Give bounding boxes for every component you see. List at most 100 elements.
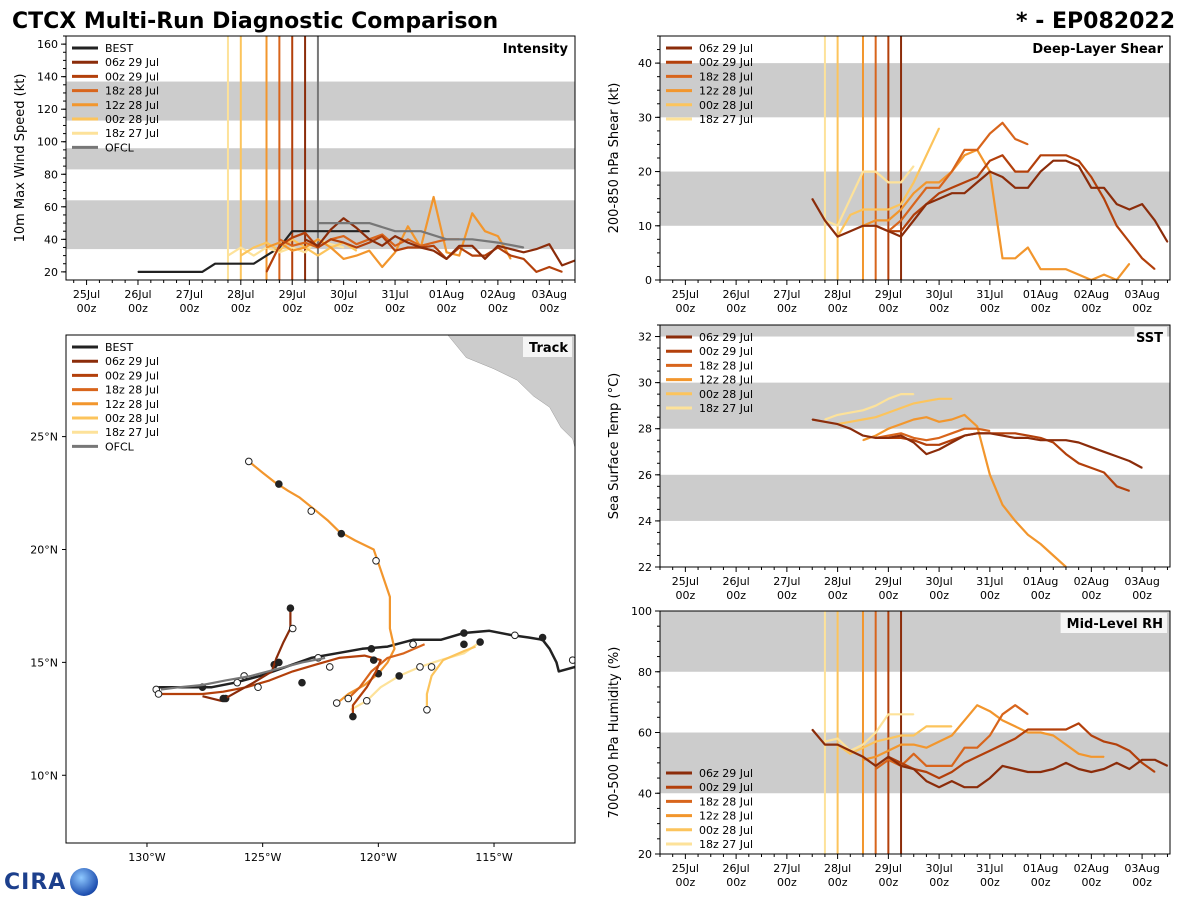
track-legend-label-06z-29-jul: 06z 29 Jul (105, 355, 159, 368)
rh-point-06z-29-jul-25 (1128, 768, 1131, 770)
shear-point-06z-29-jul-24 (1116, 203, 1118, 205)
track-frame (65, 334, 576, 844)
rh-point-12z-28-jul-3 (900, 744, 902, 746)
sst-point-06z-29-jul-1 (824, 421, 826, 423)
rh-point-12z-28-jul-8 (963, 719, 966, 721)
intensity-point-best-15 (355, 230, 358, 232)
rh-point-18z-28-jul-7 (963, 747, 966, 749)
shear-point-00z-29-jul-14 (1065, 154, 1067, 156)
intensity-point-00z-29-jul-22 (548, 266, 550, 268)
shear-point-18z-28-jul-2 (900, 219, 902, 221)
map-xtick-label: 115°W (475, 851, 512, 864)
intensity-legend-label-18z-27-jul: 18z 27 Jul (105, 127, 159, 140)
rh-point-06z-29-jul-20 (1065, 762, 1067, 764)
intensity-point-12z-28-jul-4 (317, 238, 319, 240)
shear-point-18z-27-jul-5 (887, 181, 889, 183)
sst-point-18z-27-jul-2 (849, 411, 851, 414)
shear-point-12z-28-jul-14 (1039, 268, 1042, 270)
intensity-point-best-1 (163, 271, 165, 273)
track-marker-06z-29-jul-4 (219, 694, 228, 703)
rh-point-12z-28-jul-12 (1014, 725, 1016, 728)
intensity-point-18z-28-jul-2 (304, 241, 306, 244)
sst-point-18z-28-jul-9 (989, 430, 991, 432)
rh-point-18z-28-jul-4 (925, 765, 928, 767)
shear-legend-label-18z-27-jul: 18z 27 Jul (699, 113, 753, 126)
sst-legend-label-12z-28-jul: 12z 28 Jul (699, 374, 753, 387)
rh-point-00z-29-jul-6 (963, 762, 966, 764)
intensity-point-12z-28-jul-17 (484, 230, 486, 232)
rh-point-06z-29-jul-19 (1052, 768, 1054, 770)
intensity-point-00z-28-jul-3 (278, 250, 280, 252)
track-title-bg (523, 337, 572, 357)
intensity-point-00z-28-jul-0 (240, 255, 242, 257)
shear-point-00z-28-jul-2 (862, 208, 864, 211)
intensity-point-06z-29-jul-19 (548, 243, 550, 245)
intensity-point-06z-29-jul-18 (535, 248, 538, 250)
intensity-point-00z-28-jul-9 (355, 250, 358, 252)
sst-point-18z-28-jul-7 (963, 428, 966, 430)
sst-legend-label-00z-29-jul: 00z 29 Jul (699, 345, 753, 358)
shear-point-12z-28-jul-17 (1078, 273, 1080, 276)
shear-xtick-label-hour: 00z (878, 302, 898, 315)
sst-point-06z-29-jul-15 (1001, 435, 1004, 437)
shear-xtick-label-hour: 00z (929, 302, 949, 315)
rh-ylabel: 700-500 hPa Humidity (%) (607, 647, 622, 819)
rh-xtick-label: 01Aug (1023, 862, 1058, 875)
shear-ytick-label: 20 (638, 166, 652, 179)
shear-point-18z-28-jul-3 (913, 203, 915, 205)
shear-xtick-label: 02Aug (1074, 288, 1109, 301)
intensity-xtick-label-hour: 00z (128, 302, 148, 315)
sst-point-00z-28-jul-2 (862, 418, 864, 421)
rh-xtick-label-hour: 00z (1132, 876, 1152, 889)
sst-line-18z-28-jul (875, 427, 991, 442)
rh-line-12z-28-jul (862, 704, 1104, 761)
intensity-xtick-label-hour: 00z (539, 302, 559, 315)
shear-xtick-label: 31Jul (976, 288, 1003, 301)
shear-point-06z-29-jul-27 (1154, 219, 1156, 221)
intensity-legend-label-18z-28-jul: 18z 28 Jul (105, 85, 159, 98)
intensity-point-ofcl-0 (317, 222, 319, 224)
sst-point-18z-27-jul-1 (837, 414, 839, 416)
track-marker-00z-28-jul-0 (423, 705, 431, 714)
sst-title-bg (1134, 327, 1167, 347)
shear-point-00z-28-jul-3 (875, 208, 877, 211)
sst-point-00z-29-jul-13 (1052, 441, 1054, 444)
shear-xtick-label-hour: 00z (777, 302, 797, 315)
sst-point-12z-28-jul-15 (1052, 554, 1054, 557)
sst-point-06z-29-jul-17 (1027, 437, 1029, 439)
shear-point-06z-29-jul-2 (837, 236, 839, 238)
intensity-point-00z-28-jul-2 (265, 241, 268, 244)
intensity-xtick-label-hour: 00z (385, 302, 405, 315)
shear-point-00z-29-jul-4 (938, 192, 940, 194)
rh-xtick-label: 30Jul (925, 862, 952, 875)
shear-xtick-label: 27Jul (773, 288, 800, 301)
rh-point-06z-29-jul-3 (849, 750, 851, 752)
sst-title: SST (1136, 331, 1163, 346)
rh-point-18z-28-jul-8 (976, 747, 978, 749)
rh-xtick-label-hour: 00z (675, 876, 695, 889)
rh-xtick-label: 29Jul (875, 862, 902, 875)
track-legend-label-00z-28-jul: 00z 28 Jul (105, 412, 159, 425)
intensity-point-18z-27-jul-1 (240, 246, 242, 249)
intensity-point-06z-29-jul-16 (510, 248, 512, 250)
sst-point-06z-29-jul-5 (875, 437, 877, 439)
shear-point-06z-29-jul-21 (1078, 165, 1080, 167)
intensity-xtick-label-hour: 00z (282, 302, 302, 315)
intensity-legend-label-00z-28-jul: 00z 28 Jul (105, 113, 159, 126)
intensity-point-18z-28-jul-0 (278, 238, 280, 240)
track-marker-12z-28-jul-0 (332, 699, 341, 707)
shear-legend-label-00z-28-jul: 00z 28 Jul (699, 99, 753, 112)
rh-point-06z-29-jul-13 (976, 786, 978, 788)
intensity-ytick-label: 100 (37, 136, 58, 149)
shear-point-18z-27-jul-7 (913, 165, 915, 167)
intensity-point-12z-28-jul-2 (291, 250, 293, 252)
intensity-xtick-label-hour: 00z (77, 302, 97, 315)
rh-point-12z-28-jul-2 (887, 750, 889, 752)
intensity-point-12z-28-jul-19 (510, 258, 512, 260)
rh-ytick-label: 60 (638, 727, 652, 740)
rh-legend-label-12z-28-jul: 12z 28 Jul (699, 810, 753, 823)
shear-point-18z-28-jul-6 (951, 170, 953, 173)
intensity-line-12z-28-jul (266, 195, 512, 269)
shear-panel: 25Jul00z26Jul00z27Jul00z28Jul00z29Jul00z… (607, 35, 1171, 315)
sst-point-06z-29-jul-12 (963, 435, 966, 437)
